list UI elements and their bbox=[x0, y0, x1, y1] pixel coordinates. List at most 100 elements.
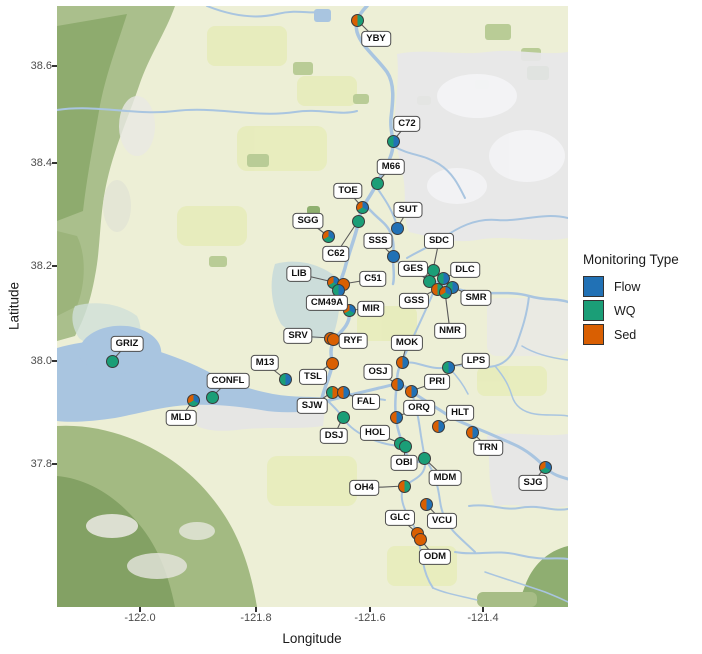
legend-swatch-flow bbox=[583, 276, 604, 297]
station-label-srv: SRV bbox=[283, 327, 313, 345]
station-marker-odm bbox=[413, 532, 427, 546]
station-marker-fal bbox=[336, 385, 350, 399]
station-marker-m66 bbox=[370, 176, 384, 190]
map-panel: YBY C72 M66 TOE C62 SGG SUT SSS SDC GES DLC GSS SMR N… bbox=[57, 6, 568, 607]
station-label-orq: ORQ bbox=[403, 399, 435, 417]
station-label-vcu: VCU bbox=[426, 512, 458, 530]
station-label-griz: GRIZ bbox=[110, 335, 144, 353]
station-label-toe: TOE bbox=[333, 182, 363, 200]
y-axis-tick-label: 38.6 bbox=[30, 60, 52, 72]
station-label-sjg: SJG bbox=[518, 474, 548, 492]
station-label-sss: SSS bbox=[363, 232, 393, 250]
y-axis-tick bbox=[52, 162, 57, 164]
y-axis-title: Latitude bbox=[6, 281, 22, 331]
station-marker-griz bbox=[105, 354, 119, 368]
station-label-trn: TRN bbox=[473, 439, 503, 457]
x-axis-tick-label: -121.6 bbox=[354, 612, 386, 624]
y-axis-tick bbox=[52, 463, 57, 465]
station-label-hlt: HLT bbox=[446, 404, 474, 422]
y-axis-tick-label: 38.2 bbox=[30, 260, 52, 272]
x-axis-tick bbox=[482, 607, 484, 612]
legend-item-label: WQ bbox=[614, 303, 636, 318]
station-label-confl: CONFL bbox=[206, 372, 250, 390]
station-label-glc: GLC bbox=[384, 509, 416, 527]
station-label-ryf: RYF bbox=[338, 332, 368, 350]
station-label-oh4: OH4 bbox=[349, 479, 379, 497]
station-label-tsl: TSL bbox=[299, 368, 327, 386]
station-marker-mdm bbox=[417, 451, 431, 465]
station-label-mir: MIR bbox=[357, 300, 385, 318]
legend-swatch-sed bbox=[583, 324, 604, 345]
station-marker-orq bbox=[389, 410, 403, 424]
station-marker-yby bbox=[350, 13, 364, 27]
y-axis-tick bbox=[52, 65, 57, 67]
legend-item-label: Sed bbox=[614, 327, 637, 342]
station-label-hol: HOL bbox=[359, 424, 391, 442]
legend-item-wq: WQ bbox=[583, 300, 679, 321]
station-label-obi: OBI bbox=[390, 454, 418, 472]
y-axis-tick bbox=[52, 360, 57, 362]
legend: Monitoring Type Flow WQ Sed bbox=[583, 252, 679, 348]
station-marker-dsj bbox=[336, 410, 350, 424]
station-label-m13: M13 bbox=[250, 354, 280, 372]
station-label-sdc: SDC bbox=[423, 232, 455, 250]
station-label-mld: MLD bbox=[165, 409, 197, 427]
station-label-ges: GES bbox=[397, 260, 429, 278]
station-marker-hlt bbox=[431, 419, 445, 433]
x-axis-tick-label: -121.4 bbox=[467, 612, 499, 624]
station-marker-osj bbox=[390, 377, 404, 391]
station-label-sjw: SJW bbox=[296, 397, 328, 415]
station-marker-dlc bbox=[436, 271, 450, 285]
station-label-c51: C51 bbox=[359, 270, 387, 288]
y-axis-tick bbox=[52, 265, 57, 267]
station-marker-c62 bbox=[351, 214, 365, 228]
legend-title: Monitoring Type bbox=[583, 252, 679, 267]
x-axis-tick bbox=[139, 607, 141, 612]
station-marker-vcu bbox=[419, 497, 433, 511]
y-axis-tick-label: 38.0 bbox=[30, 355, 52, 367]
legend-item-sed: Sed bbox=[583, 324, 679, 345]
station-label-cm49a: CM49A bbox=[305, 294, 349, 312]
station-marker-m13 bbox=[278, 372, 292, 386]
x-axis-tick-label: -122.0 bbox=[124, 612, 156, 624]
x-axis-tick bbox=[369, 607, 371, 612]
station-label-fal: FAL bbox=[352, 393, 380, 411]
station-marker-ryf bbox=[326, 332, 340, 346]
station-marker-lps bbox=[441, 360, 455, 374]
station-label-mok: MOK bbox=[390, 334, 424, 352]
legend-item-label: Flow bbox=[614, 279, 641, 294]
station-label-lps: LPS bbox=[461, 352, 491, 370]
station-marker-confl bbox=[205, 390, 219, 404]
station-label-osj: OSJ bbox=[363, 363, 393, 381]
station-label-m66: M66 bbox=[376, 158, 406, 176]
station-label-gss: GSS bbox=[398, 292, 430, 310]
y-axis-tick-label: 38.4 bbox=[30, 157, 52, 169]
station-label-sgg: SGG bbox=[292, 212, 324, 230]
station-marker-pri bbox=[404, 384, 418, 398]
station-label-yby: YBY bbox=[361, 30, 391, 48]
y-axis-tick-label: 37.8 bbox=[30, 458, 52, 470]
station-label-mdm: MDM bbox=[428, 469, 462, 487]
station-label-c72: C72 bbox=[393, 115, 421, 133]
station-label-odm: ODM bbox=[418, 548, 452, 566]
station-label-nmr: NMR bbox=[434, 322, 466, 340]
basemap bbox=[57, 6, 568, 607]
station-marker-nmr bbox=[438, 285, 452, 299]
station-marker-c72 bbox=[386, 134, 400, 148]
legend-item-flow: Flow bbox=[583, 276, 679, 297]
station-marker-trn bbox=[465, 425, 479, 439]
station-marker-sut bbox=[390, 221, 404, 235]
legend-swatch-wq bbox=[583, 300, 604, 321]
station-marker-mok bbox=[395, 355, 409, 369]
station-marker-oh4 bbox=[397, 479, 411, 493]
station-marker-sjg bbox=[538, 460, 552, 474]
station-label-c62: C62 bbox=[322, 245, 350, 263]
station-label-dlc: DLC bbox=[450, 261, 480, 279]
legend-items: Flow WQ Sed bbox=[583, 276, 679, 345]
x-axis-tick-label: -121.8 bbox=[240, 612, 272, 624]
x-axis-title: Longitude bbox=[282, 631, 342, 646]
station-marker-tsl bbox=[325, 356, 339, 370]
station-marker-sss bbox=[386, 249, 400, 263]
station-label-pri: PRI bbox=[424, 373, 450, 391]
